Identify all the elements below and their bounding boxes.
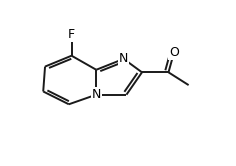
Text: O: O xyxy=(169,46,179,59)
Text: F: F xyxy=(68,28,75,41)
Text: N: N xyxy=(119,52,128,65)
Text: N: N xyxy=(92,88,101,101)
